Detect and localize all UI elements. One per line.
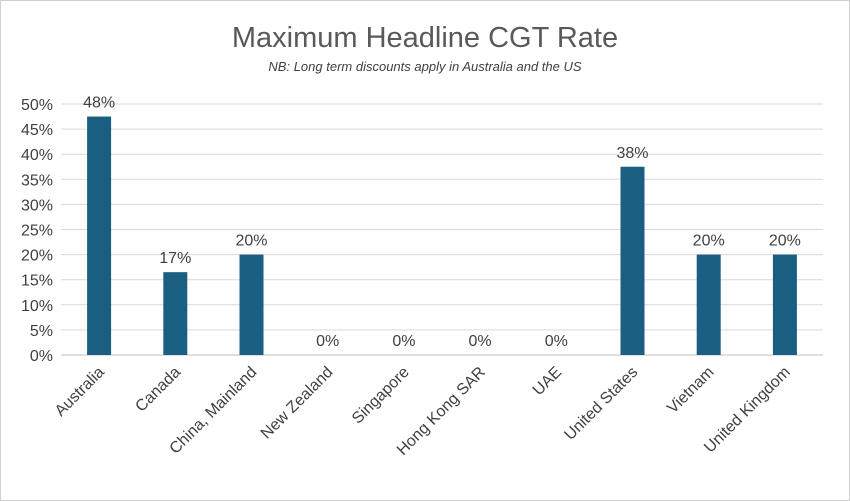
bar: [87, 116, 112, 355]
y-tick-label: 20%: [21, 248, 53, 265]
y-tick-label: 35%: [21, 172, 53, 189]
bar: [620, 166, 645, 355]
y-tick-label: 30%: [21, 197, 53, 214]
y-axis-ticks: 0% 5% 10% 15% 20% 25% 30% 35% 40% 45% 50%: [21, 97, 53, 365]
category-label: Vietnam: [664, 364, 717, 417]
gridlines: [61, 103, 823, 356]
category-label: United States: [561, 364, 641, 444]
y-tick-label: 40%: [21, 147, 53, 164]
category-label: UAE: [530, 364, 565, 399]
data-label: 20%: [235, 233, 267, 250]
y-tick-label: 15%: [21, 273, 53, 290]
y-tick-label: 25%: [21, 223, 53, 240]
bars: [87, 116, 797, 355]
data-label: 17%: [159, 250, 191, 267]
chart-title: Maximum Headline CGT Rate: [232, 22, 618, 54]
y-tick-label: 0%: [30, 348, 53, 365]
bar: [772, 254, 797, 355]
category-label: Australia: [52, 364, 108, 420]
chart-subtitle: NB: Long term discounts apply in Austral…: [268, 59, 581, 74]
data-label: 0%: [316, 333, 339, 350]
y-tick-label: 5%: [30, 323, 53, 340]
y-tick-label: 50%: [21, 97, 53, 114]
category-label: Singapore: [349, 364, 413, 428]
data-label: 38%: [616, 145, 648, 162]
data-label: 0%: [392, 333, 415, 350]
data-label: 20%: [769, 233, 801, 250]
data-labels: 48% 17% 20% 0% 0% 0% 0% 38% 20% 20%: [83, 95, 801, 350]
y-tick-label: 10%: [21, 298, 53, 315]
category-label: Canada: [132, 364, 184, 416]
bar: [163, 272, 188, 355]
data-label: 0%: [545, 333, 568, 350]
data-label: 48%: [83, 95, 115, 112]
data-label: 0%: [469, 333, 492, 350]
bar: [239, 254, 264, 355]
y-tick-label: 45%: [21, 122, 53, 139]
bar: [696, 254, 721, 355]
data-label: 20%: [693, 233, 725, 250]
category-label: New Zealand: [258, 364, 337, 443]
